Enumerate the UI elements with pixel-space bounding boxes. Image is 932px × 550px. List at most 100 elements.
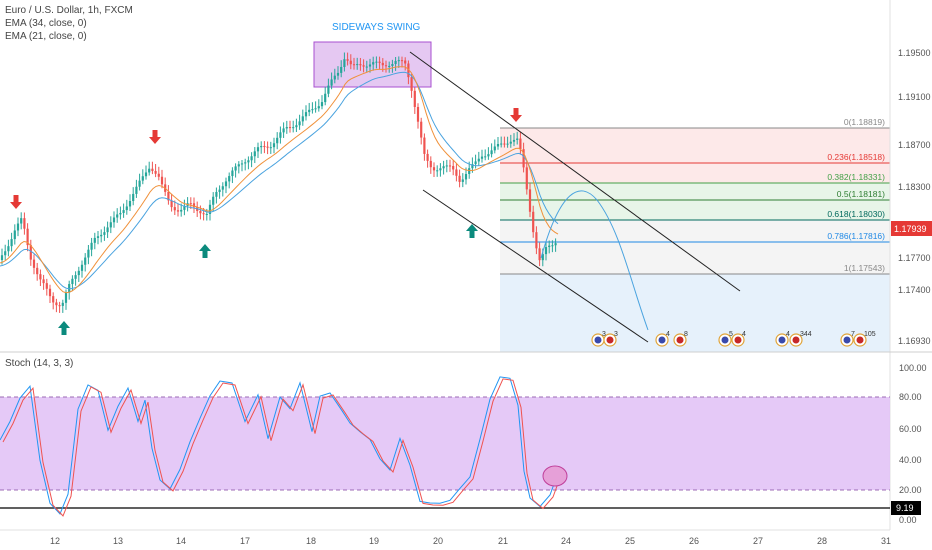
projection-curve[interactable]	[540, 190, 649, 331]
candle-body	[215, 191, 218, 197]
candle-body	[4, 251, 7, 256]
candle-body	[484, 156, 487, 158]
candle-body	[29, 245, 32, 260]
candle-body	[413, 90, 416, 107]
buy-arrow-icon[interactable]	[199, 244, 211, 258]
x-tick-label: 14	[176, 536, 186, 546]
candle-body	[144, 172, 148, 177]
event-count-label: 105	[864, 331, 876, 338]
candle-body	[308, 109, 311, 113]
candle-body	[109, 222, 112, 228]
candle-body	[263, 146, 266, 148]
y-tick-label: 1.18700	[898, 140, 931, 150]
candle-body	[45, 283, 48, 289]
candle-body	[221, 186, 224, 190]
candle-body	[237, 164, 240, 167]
candle-body	[266, 146, 269, 148]
candle-body	[506, 143, 509, 145]
candle-body	[516, 138, 519, 140]
x-tick-label: 20	[433, 536, 443, 546]
candle-body	[112, 217, 116, 223]
candle-body	[327, 85, 330, 94]
candle-body	[55, 302, 58, 306]
fib-blue-zone	[500, 274, 890, 352]
fib-level-label: 0.382(1.18331)	[827, 172, 885, 182]
candle-body	[503, 143, 506, 145]
stoch-current-tag: 9.19	[891, 501, 921, 515]
price-axis[interactable]: 1.19500 1.19100 1.18700 1.18300 1.17700 1.174…	[898, 48, 931, 346]
sell-arrow-icon[interactable]	[10, 195, 22, 209]
stoch-legend[interactable]: Stoch (14, 3, 3)	[5, 358, 74, 369]
x-tick-label: 26	[689, 536, 699, 546]
candle-body	[496, 144, 500, 147]
candle-body	[282, 128, 285, 133]
candle-body	[340, 66, 343, 73]
candle-body	[314, 108, 317, 110]
stoch-y-tick-label: 40.00	[899, 455, 922, 465]
candle-body	[135, 186, 138, 194]
candle-body	[528, 189, 532, 212]
candle-body	[16, 223, 20, 231]
candle-body	[212, 196, 215, 205]
sell-arrow-icon[interactable]	[510, 108, 522, 122]
event-count-label: 4	[786, 331, 790, 338]
candle-body	[407, 63, 410, 78]
candle-body	[90, 242, 93, 250]
candle-body	[87, 249, 90, 258]
ema21-legend[interactable]: EMA (21, close, 0)	[5, 31, 87, 42]
candle-body	[490, 150, 493, 155]
channel-lower-line[interactable]	[422, 189, 649, 343]
candle-body	[189, 203, 192, 205]
current-price-tag: 1.17939	[891, 221, 932, 236]
sell-arrow-icon[interactable]	[149, 130, 161, 144]
candle-body	[410, 77, 413, 91]
candle-body	[295, 125, 298, 128]
candle-body	[477, 158, 480, 162]
highlight-ellipse[interactable]	[542, 465, 568, 487]
candle-body	[77, 270, 80, 276]
candle-body	[276, 137, 279, 144]
candle-body	[532, 211, 535, 233]
candle-body	[151, 168, 154, 171]
candle-body	[176, 210, 180, 212]
candle-body	[362, 65, 365, 67]
time-axis[interactable]: 12 13 14 17 18 19 20 21 24 25 26 27 28 31	[50, 536, 891, 546]
candle-body	[356, 64, 359, 66]
x-tick-label: 27	[753, 536, 763, 546]
stoch-pane: 100.00 80.00 60.00 40.00 20.00 0.00 9.19	[0, 363, 927, 525]
candle-body	[439, 168, 442, 171]
candle-body	[32, 259, 36, 268]
candle-body	[480, 156, 484, 159]
x-tick-label: 28	[817, 536, 827, 546]
candle-body	[535, 232, 538, 249]
candle-body	[365, 66, 368, 68]
buy-arrow-icon[interactable]	[58, 321, 70, 335]
candle-body	[330, 79, 333, 86]
ema34-legend[interactable]: EMA (34, close, 0)	[5, 18, 87, 29]
y-tick-label: 1.17700	[898, 253, 931, 263]
candle-body	[224, 181, 228, 187]
candle-body	[381, 62, 384, 66]
candle-body	[71, 278, 74, 285]
candle-body	[154, 170, 157, 174]
candle-body	[26, 228, 29, 246]
candle-body	[324, 93, 327, 103]
event-count-label: 3	[614, 331, 618, 338]
candle-body	[138, 180, 141, 187]
buy-arrow-icon[interactable]	[466, 224, 478, 238]
candle-body	[368, 64, 372, 67]
ema21-line	[0, 66, 559, 294]
candle-body	[436, 170, 439, 172]
candle-body	[80, 264, 84, 271]
candle-body	[391, 64, 394, 66]
candle-body	[471, 164, 474, 169]
channel-upper-line[interactable]	[409, 51, 741, 292]
fib-level-label: 1(1.17543)	[844, 263, 885, 273]
fib-lower-zone	[500, 220, 890, 274]
stoch-current-box	[891, 501, 921, 515]
candle-body	[93, 237, 96, 243]
symbol-legend[interactable]: Euro / U.S. Dollar, 1h, FXCM	[5, 5, 133, 16]
candle-body	[372, 62, 375, 65]
candle-body	[416, 106, 420, 122]
